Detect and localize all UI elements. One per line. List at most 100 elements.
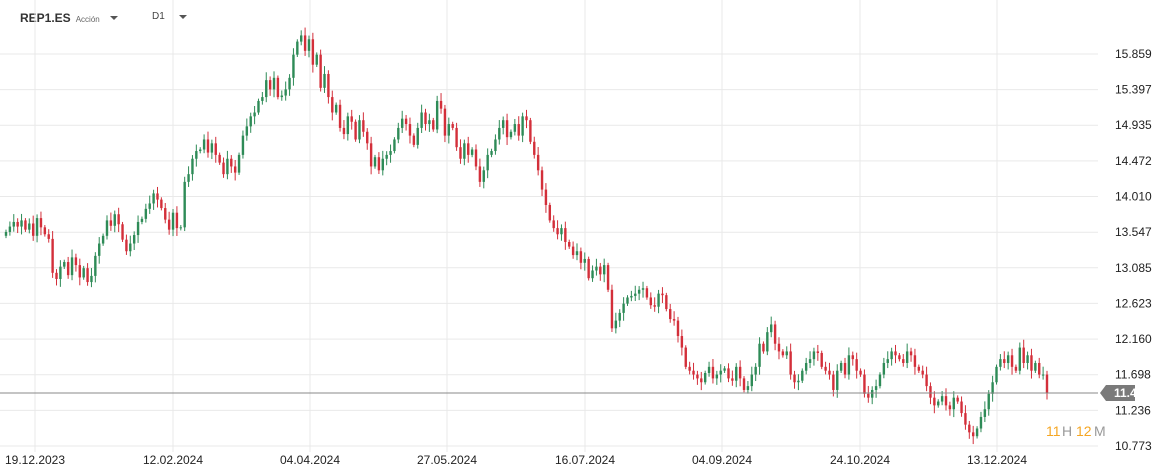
x-tick-label: 19.12.2023 bbox=[5, 453, 65, 467]
candle-down bbox=[944, 396, 948, 406]
candle-up bbox=[591, 270, 594, 279]
candle-down bbox=[175, 212, 179, 229]
y-tick-label: 13.085 bbox=[1115, 261, 1152, 275]
candle-down bbox=[362, 120, 365, 132]
candle-up bbox=[983, 409, 987, 417]
candle-up bbox=[630, 295, 633, 298]
candle-up bbox=[804, 362, 808, 371]
candle-down bbox=[55, 272, 58, 279]
candle-down bbox=[859, 370, 862, 375]
candle-down bbox=[331, 97, 334, 113]
range-selector-12[interactable]: 12 bbox=[1076, 423, 1092, 439]
candle-down bbox=[533, 141, 536, 155]
candle-up bbox=[447, 124, 451, 136]
candle-up bbox=[144, 208, 148, 219]
candle-up bbox=[634, 293, 637, 296]
candle-down bbox=[156, 193, 159, 200]
candle-up bbox=[105, 220, 109, 236]
candle-up bbox=[12, 221, 15, 227]
candle-up bbox=[715, 374, 719, 379]
candle-down bbox=[43, 227, 47, 235]
candle-down bbox=[529, 120, 532, 142]
x-tick-label: 12.02.2024 bbox=[143, 453, 203, 467]
candle-down bbox=[218, 154, 221, 163]
candle-down bbox=[956, 397, 959, 402]
candle-up bbox=[991, 382, 994, 394]
candle-up bbox=[428, 120, 431, 125]
x-tick-label: 24.10.2024 bbox=[830, 453, 890, 467]
candle-down bbox=[599, 266, 602, 275]
candle-down bbox=[653, 305, 656, 307]
candle-up bbox=[323, 73, 326, 88]
candle-down bbox=[820, 352, 823, 367]
symbol-selector[interactable]: REP1.ES Acción bbox=[20, 11, 118, 25]
candle-up bbox=[801, 370, 804, 381]
candle-up bbox=[719, 370, 722, 375]
range-selector-11[interactable]: 11 bbox=[1046, 423, 1061, 439]
chevron-down-icon bbox=[109, 16, 118, 20]
candle-down bbox=[968, 424, 971, 433]
candle-up bbox=[292, 54, 295, 78]
candle-down bbox=[568, 241, 571, 247]
candle-up bbox=[187, 174, 190, 182]
candle-up bbox=[20, 220, 23, 227]
candle-down bbox=[816, 351, 820, 353]
candle-up bbox=[171, 212, 175, 230]
candle-up bbox=[622, 303, 625, 313]
candle-up bbox=[839, 362, 843, 371]
candle-down bbox=[898, 355, 901, 360]
x-tick-label: 27.05.2024 bbox=[417, 453, 477, 467]
candle-up bbox=[905, 351, 909, 363]
candle-up bbox=[435, 100, 439, 130]
candle-up bbox=[602, 265, 606, 275]
y-tick-label: 14.935 bbox=[1115, 118, 1152, 132]
candle-down bbox=[548, 204, 552, 221]
candle-down bbox=[377, 157, 381, 171]
candle-down bbox=[16, 221, 19, 227]
candle-up bbox=[637, 289, 641, 294]
candle-up bbox=[183, 181, 186, 228]
candle-down bbox=[1014, 366, 1018, 371]
candle-up bbox=[241, 135, 245, 155]
candle-down bbox=[731, 378, 734, 381]
candle-down bbox=[354, 121, 357, 140]
y-tick-label: 14.472 bbox=[1115, 154, 1152, 168]
candle-down bbox=[610, 289, 614, 329]
candle-down bbox=[109, 220, 113, 226]
candle-down bbox=[742, 378, 746, 390]
candle-down bbox=[1003, 359, 1006, 363]
candle-down bbox=[587, 258, 590, 279]
candle-down bbox=[327, 73, 330, 98]
range-selector-m[interactable]: M bbox=[1094, 423, 1106, 439]
candle-up bbox=[210, 143, 214, 153]
candle-up bbox=[393, 139, 396, 152]
candle-down bbox=[672, 319, 676, 321]
candle-up bbox=[179, 227, 182, 229]
candle-down bbox=[669, 309, 672, 320]
candle-up bbox=[63, 262, 66, 267]
candle-down bbox=[366, 131, 369, 144]
candle-up bbox=[463, 143, 466, 159]
candle-up bbox=[808, 359, 812, 363]
candle-up bbox=[1026, 355, 1029, 363]
candle-up bbox=[470, 149, 474, 155]
candle-down bbox=[828, 370, 831, 375]
x-tick-label: 04.09.2024 bbox=[692, 453, 752, 467]
range-selector-h[interactable]: H bbox=[1062, 423, 1072, 439]
candle-up bbox=[1006, 355, 1010, 363]
candle-down bbox=[843, 362, 847, 375]
candle-up bbox=[249, 116, 252, 127]
candle-up bbox=[284, 89, 287, 96]
chart-header: REP1.ES Acción D1 bbox=[0, 0, 1175, 34]
candle-down bbox=[680, 336, 684, 348]
timeframe-selector[interactable]: D1 bbox=[152, 11, 187, 22]
candle-up bbox=[940, 396, 944, 402]
candle-up bbox=[272, 77, 276, 90]
candle-down bbox=[773, 324, 777, 344]
candle-down bbox=[51, 238, 54, 273]
candle-down bbox=[412, 135, 416, 145]
candle-up bbox=[878, 374, 882, 387]
candle-up bbox=[315, 54, 318, 65]
candle-up bbox=[132, 235, 136, 244]
